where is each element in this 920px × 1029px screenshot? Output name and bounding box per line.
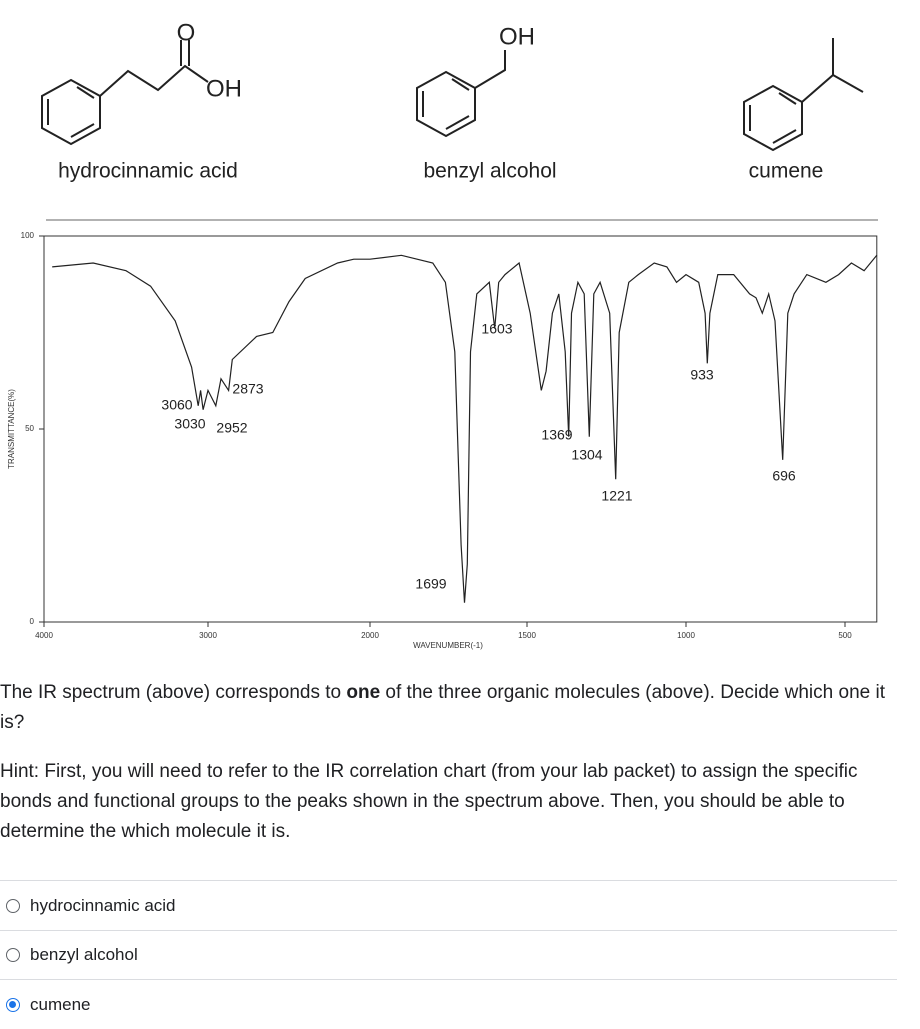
radio[interactable]: [6, 898, 20, 913]
x-tick-label: 1000: [677, 631, 695, 640]
option-label[interactable]: hydrocinnamic acid: [30, 895, 176, 915]
peak-label: 2873: [232, 381, 263, 397]
radio[interactable]: [6, 997, 20, 1012]
benzyl-alcohol-structure: OH: [416, 23, 535, 138]
molecule-name: hydrocinnamic acid: [58, 160, 238, 183]
plot-frame: [43, 235, 878, 623]
hydrocinnamic-acid-structure: O OH: [41, 19, 242, 146]
y-axis-label: TRANSMITTANCE(%): [7, 389, 16, 469]
peak-label: 1304: [571, 447, 602, 463]
option[interactable]: benzyl alcohol: [0, 929, 897, 980]
peak-label: 1603: [481, 321, 512, 337]
molecule-name: cumene: [749, 160, 824, 183]
x-tick-label: 4000: [35, 631, 53, 640]
atom-label: OH: [206, 75, 242, 102]
option-label[interactable]: cumene: [30, 994, 91, 1014]
option[interactable]: cumene: [0, 979, 897, 1029]
cumene-structure: [743, 38, 864, 152]
y-tick-label: 0: [30, 617, 35, 626]
peak-label: 1369: [541, 427, 572, 443]
radio[interactable]: [6, 948, 20, 962]
peak-label: 2952: [216, 420, 247, 436]
hint: Hint: First, you will need to refer to t…: [0, 761, 858, 842]
atom-label: OH: [499, 23, 535, 50]
ir-spectrum: 0 50 100 4000 3000 2000 1500 1000 500 WAVENUMBER(…: [7, 219, 878, 650]
molecule-name: benzyl alcohol: [423, 160, 556, 183]
peak-label: 1699: [415, 576, 446, 592]
option-label[interactable]: benzyl alcohol: [30, 945, 138, 964]
y-tick-label: 100: [21, 231, 35, 240]
y-tick-label: 50: [25, 424, 34, 433]
x-axis-label: WAVENUMBER(-1): [413, 641, 483, 650]
option[interactable]: hydrocinnamic acid: [0, 880, 897, 930]
peak-label: 933: [690, 367, 714, 383]
x-tick-label: 1500: [518, 631, 536, 640]
peak-label: 696: [772, 468, 796, 484]
question: The IR spectrum (above) corresponds to o…: [0, 682, 885, 733]
peak-label: 1221: [601, 488, 632, 504]
x-tick-label: 500: [838, 631, 852, 640]
atom-label: O: [177, 19, 196, 46]
x-tick-label: 2000: [361, 631, 379, 640]
peak-label: 3060: [161, 397, 192, 413]
molecules: O OH OH hydrocinnamic acid benzyl alcoho…: [41, 19, 864, 183]
x-tick-label: 3000: [199, 631, 217, 640]
spectrum-line: [52, 254, 878, 603]
peak-label: 3030: [174, 416, 205, 432]
